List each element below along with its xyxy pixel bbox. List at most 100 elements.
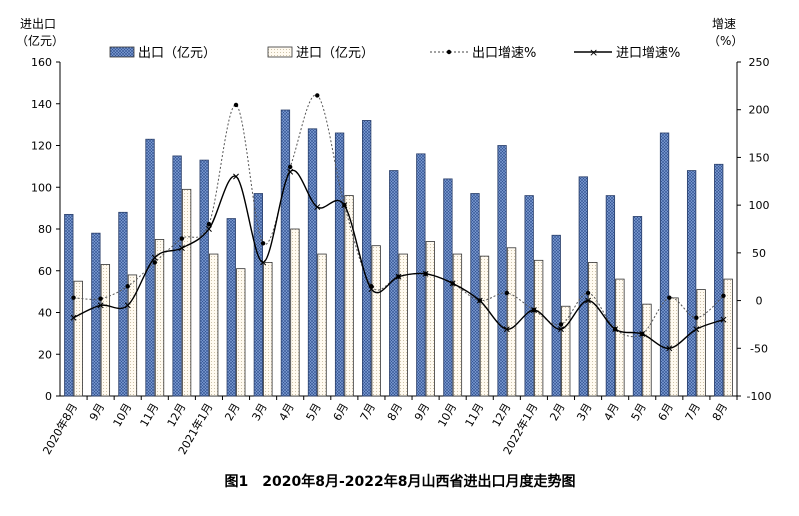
export-growth-point <box>558 322 564 327</box>
left-y-tick-label: 160 <box>31 56 52 69</box>
export-bar <box>714 163 724 397</box>
export-bar <box>470 193 480 397</box>
import-growth-point <box>558 326 564 333</box>
import-growth-point <box>205 226 212 232</box>
export-growth-point <box>206 222 212 227</box>
import-bar <box>154 239 165 397</box>
x-tick-label: 10月 <box>435 401 459 429</box>
import-bar <box>209 253 219 397</box>
import-bar <box>263 261 273 397</box>
import-bar <box>534 259 544 397</box>
import-bar <box>100 264 111 397</box>
export-bar <box>64 213 74 397</box>
import-bar <box>588 261 598 397</box>
legend-export-label: 出口（亿元） <box>138 46 216 61</box>
right-y-tick-label: 200 <box>749 104 770 117</box>
right-y-tick-label: 100 <box>749 199 770 212</box>
import-bar <box>696 289 706 397</box>
right-y-ticks: -100 -50 0 50 100 150 200 250 <box>737 56 771 403</box>
import-bar <box>479 255 490 397</box>
import-bar <box>561 305 571 397</box>
export-bar <box>362 120 372 397</box>
export-growth-point <box>721 293 726 298</box>
import-growth-point <box>341 202 348 209</box>
left-axis-title-line2: （亿元） <box>16 33 64 48</box>
left-y-tick-label: 100 <box>31 181 52 194</box>
x-tick-label: 9月 <box>87 401 107 423</box>
import-bar <box>290 228 300 397</box>
x-tick-label: 8月 <box>710 401 730 423</box>
x-tick-label: 5月 <box>629 401 649 423</box>
export-growth-point <box>179 236 185 241</box>
x-tick-label: 9月 <box>412 401 432 423</box>
left-y-tick-label: 20 <box>38 348 52 361</box>
left-axis-title-line1: 进出口 <box>20 17 56 31</box>
x-tick-label: 7月 <box>683 401 703 423</box>
import-bar <box>371 245 381 397</box>
x-tick-label: 7月 <box>358 401 378 423</box>
x-tick-label: 12月 <box>490 401 514 429</box>
import-bar <box>452 253 463 397</box>
export-growth-point <box>98 296 103 301</box>
x-tick-label: 6月 <box>331 401 351 423</box>
import-growth-point <box>666 345 673 352</box>
export-growth-point <box>152 260 157 265</box>
left-y-tick-label: 80 <box>38 223 52 236</box>
export-bar <box>659 132 670 397</box>
export-bar <box>91 232 101 397</box>
export-bar <box>280 109 291 397</box>
export-bar <box>199 159 209 397</box>
export-bar <box>443 178 453 397</box>
legend-import-growth-label: 进口增速% <box>616 46 680 61</box>
x-tick-label: 2020年8月 <box>40 401 81 457</box>
left-y-tick-label: 120 <box>31 140 52 153</box>
left-y-tick-label: 40 <box>38 307 52 320</box>
legend-import-swatch <box>267 46 293 58</box>
import-bar <box>127 274 138 397</box>
export-growth-point <box>315 93 320 98</box>
import-growth-line <box>73 169 724 349</box>
right-y-tick-label: 50 <box>752 247 766 260</box>
legend-export-growth-marker <box>446 49 452 55</box>
x-tick-label: 11月 <box>138 401 162 429</box>
import-bar <box>723 278 733 397</box>
import-growth-point <box>233 173 239 180</box>
legend-export-growth-label: 出口增速% <box>472 46 536 61</box>
left-y-tick-label: 0 <box>45 390 52 403</box>
export-bar <box>686 170 697 397</box>
import-growth-point <box>720 316 727 323</box>
import-growth-point <box>612 326 619 333</box>
export-bar <box>497 145 507 397</box>
export-bar <box>145 138 155 397</box>
export-bar <box>172 155 182 397</box>
right-y-tick-label: -100 <box>747 390 772 403</box>
import-bar <box>615 278 625 397</box>
x-tick-label: 4月 <box>277 401 297 423</box>
import-growth-point <box>395 273 402 280</box>
import-growth-point <box>368 286 375 293</box>
right-axis-title-line1: 增速 <box>712 17 736 31</box>
export-growth-point <box>71 295 76 300</box>
export-bar <box>226 218 236 397</box>
left-y-tick-label: 140 <box>31 98 52 111</box>
right-y-tick-label: 0 <box>756 295 763 308</box>
import-bar <box>425 241 435 397</box>
export-growth-point <box>125 284 130 289</box>
export-growth-line <box>73 94 724 338</box>
import-growth-point <box>178 245 185 252</box>
legend-import-label: 进口（亿元） <box>296 46 374 61</box>
x-tick-label: 12月 <box>165 401 189 429</box>
import-growth-point <box>260 259 267 266</box>
import-bar <box>344 195 354 397</box>
import-growth-point <box>503 326 510 333</box>
x-tick-label: 2月 <box>222 401 242 423</box>
legend-import-growth-marker: × <box>589 46 598 59</box>
import-growth-point <box>70 314 77 321</box>
right-axis-title-line2: （%） <box>708 34 743 48</box>
left-y-tick-label: 60 <box>38 265 52 278</box>
export-growth-point <box>694 315 699 320</box>
x-tick-label: 6月 <box>656 401 676 423</box>
import-growth-point <box>585 297 592 304</box>
x-tick-label: 5月 <box>304 401 324 423</box>
